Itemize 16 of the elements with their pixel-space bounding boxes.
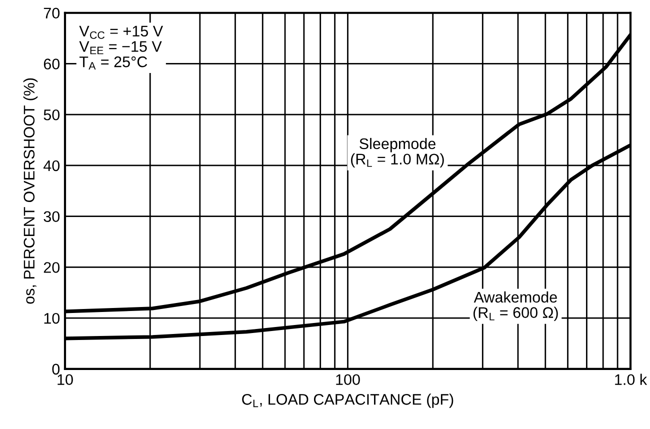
- x-tick-label: 1.0 k: [615, 374, 648, 386]
- y-tick-label: 0: [52, 364, 60, 375]
- y-tick-label: 20: [44, 262, 60, 273]
- x-tick-label: 100: [336, 374, 360, 386]
- y-tick-label: 60: [44, 58, 60, 70]
- y-tick-label: 70: [44, 8, 60, 19]
- text: V$_{CC}$ = +15 V V$_{EE}$ = −15 V T$_{A}$ = 25°C: [79, 26, 164, 70]
- x-tick-label: 10: [58, 374, 73, 386]
- y-axis-title: os, PERCENT OVERSHOOT (%): [23, 78, 38, 304]
- y-tick-label: 10: [44, 312, 60, 324]
- y-tick-label: 50: [44, 109, 60, 120]
- x-axis-title: C$_{L}$, LOAD CAPACITANCE (pF): [242, 394, 454, 408]
- y-tick-label: 40: [44, 160, 60, 172]
- y-tick-label: 30: [44, 211, 60, 222]
- annotation: Sleepmode (R$_{L}$ = 1.0 MΩ): [351, 138, 444, 168]
- annotation: Awakemode (R$_{L}$ = 600 Ω): [473, 291, 558, 322]
